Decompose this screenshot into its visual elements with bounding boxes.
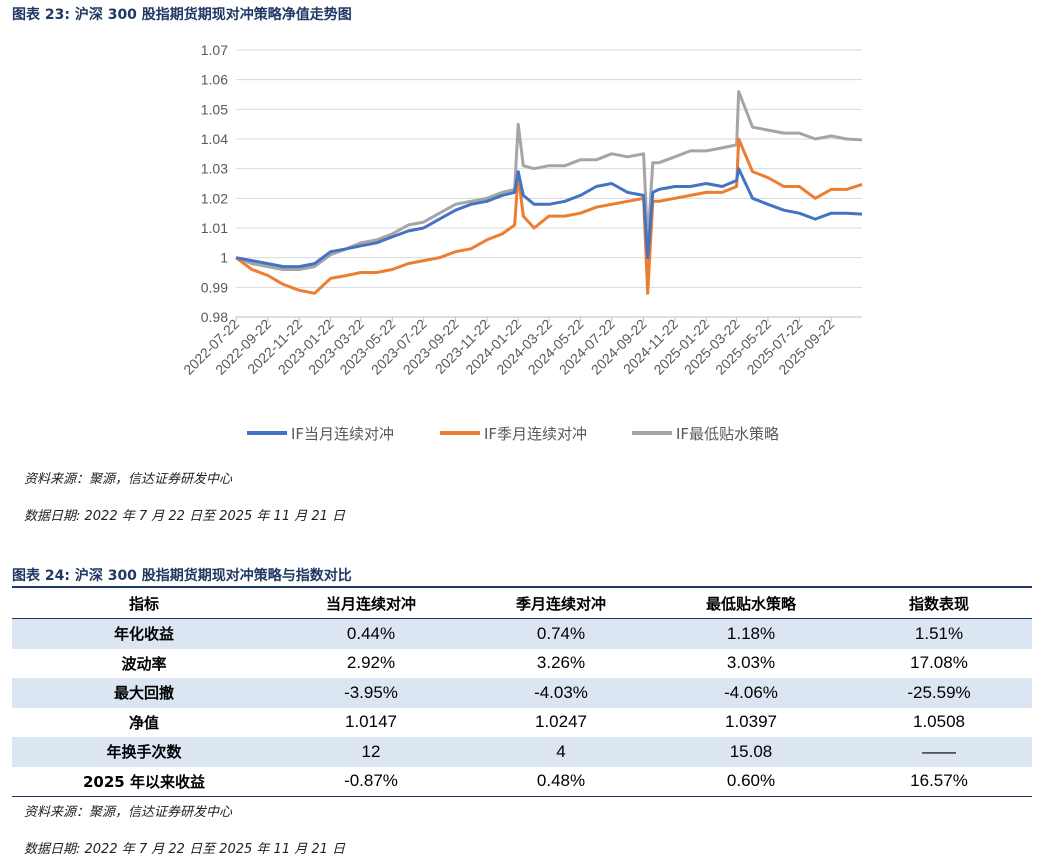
header-min-discount: 最低贴水策略 [656,586,846,619]
comparison-table: 指标 当月连续对冲 季月连续对冲 最低贴水策略 指数表现 年化收益 0.44% … [12,586,1032,797]
y-tick-label: 1.04 [201,131,228,147]
header-monthly-hedge: 当月连续对冲 [276,586,466,619]
y-tick-label: 1.01 [201,220,228,236]
table-cell: 4 [466,737,656,767]
row-label: 波动率 [121,654,167,673]
table-cell: 12 [276,737,466,767]
figure-23-source: 资料来源：聚源，信达证券研发中心 [24,472,233,487]
y-tick-label: 0.98 [201,309,228,325]
table-cell: -4.06% [656,678,846,708]
row-label: 年化收益 [12,618,276,649]
table-cell: -3.95% [276,678,466,708]
y-tick-label: 1.07 [201,42,228,58]
comparison-table-area: 指标 当月连续对冲 季月连续对冲 最低贴水策略 指数表现 年化收益 0.44% … [12,586,1032,797]
table-row: 波动率 2.92% 3.26% 3.03% 17.08% [12,649,1032,679]
table-cell: 1.0147 [345,712,397,732]
chart-svg: 0.980.9911.011.021.031.041.051.061.07202… [180,42,863,443]
table-cell: 0.44% [276,618,466,649]
table-cell: -0.87% [276,766,466,797]
y-tick-label: 1.02 [201,190,228,206]
row-label: 净值 [128,713,159,732]
series-line-2 [235,90,863,271]
y-tick-label: 1.06 [201,72,228,88]
table-cell: —— [846,737,1032,767]
y-tick-label: 0.99 [201,279,228,295]
table-row: 最大回撤 -3.95% -4.03% -4.06% -25.59% [12,678,1032,708]
header-quarterly-hedge: 季月连续对冲 [466,586,656,619]
series-line-0 [235,167,863,269]
table-cell: 0.60% [656,766,846,797]
table-cell: 0.74% [466,618,656,649]
series-line-1 [235,137,863,295]
y-tick-label: 1.03 [201,161,228,177]
figure-24-title: 图表 24: 沪深 300 股指期货期现对冲策略与指数对比 [12,568,352,584]
figure-24-date-note: 数据日期: 2022 年 7 月 22 日至 2025 年 11 月 21 日 [24,842,346,857]
table-cell: 1.0508 [913,712,965,732]
legend-label: IF季月连续对冲 [484,425,587,443]
legend-label: IF最低贴水策略 [676,425,779,443]
table-cell: 15.08 [656,737,846,767]
table-cell: -4.03% [466,678,656,708]
row-label: 最大回撤 [12,678,276,708]
table-row: 年换手次数 12 4 15.08 —— [12,737,1032,767]
figure-23-date-note: 数据日期: 2022 年 7 月 22 日至 2025 年 11 月 21 日 [24,509,346,524]
header-index: 指数表现 [846,586,1032,619]
legend-label: IF当月连续对冲 [291,425,394,443]
table-header-row: 指标 当月连续对冲 季月连续对冲 最低贴水策略 指数表现 [12,586,1032,619]
figure-24-source: 资料来源：聚源，信达证券研发中心 [24,805,233,820]
row-label: 年换手次数 [12,737,276,767]
table-cell: 1.0397 [725,712,777,732]
table-cell: 1.18% [656,618,846,649]
y-tick-label: 1 [220,250,228,266]
table-row: 年化收益 0.44% 0.74% 1.18% 1.51% [12,618,1032,649]
table-cell: 3.03% [726,653,776,673]
table-cell: 1.0247 [535,712,587,732]
table-cell: 3.26% [536,653,586,673]
table-cell: 17.08% [910,653,968,673]
table-cell: 2.92% [346,653,396,673]
table-cell: -25.59% [846,678,1032,708]
table-cell: 0.48% [466,766,656,797]
header-metric: 指标 [12,586,276,619]
figure-23-title: 图表 23: 沪深 300 股指期货期现对冲策略净值走势图 [12,7,352,23]
table-row: 2025 年以来收益 -0.87% 0.48% 0.60% 16.57% [12,766,1032,797]
table-cell: 16.57% [846,766,1032,797]
y-tick-label: 1.05 [201,101,228,117]
table-cell: 1.51% [846,618,1032,649]
nav-line-chart: 0.98 0.99 1 1.01 1.02 1.03 1.04 1.05 1.06 1.07 202… [150,28,870,456]
table-row: 净值 1.0147 1.0247 1.0397 1.0508 [12,708,1032,738]
row-label: 2025 年以来收益 [12,766,276,797]
